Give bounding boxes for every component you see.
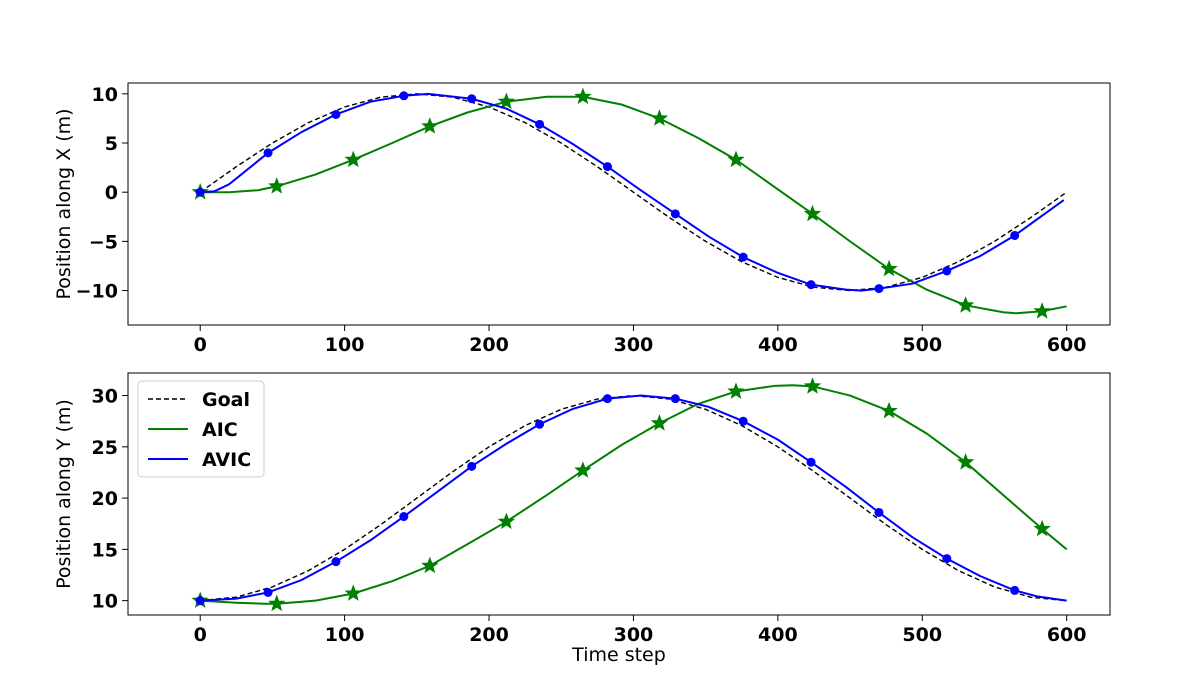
data-point-star bbox=[574, 87, 592, 105]
series-line-avic bbox=[200, 92, 1065, 292]
y-tick-label: −5 bbox=[89, 231, 118, 253]
data-point-circle bbox=[1010, 585, 1020, 595]
x-tick-label: 200 bbox=[469, 624, 509, 646]
data-point-circle bbox=[738, 252, 748, 262]
data-point-circle bbox=[195, 187, 205, 197]
data-point-circle bbox=[195, 596, 205, 606]
data-point-circle bbox=[535, 119, 545, 129]
x-tick-label: 600 bbox=[1047, 334, 1087, 356]
data-point-star bbox=[268, 594, 286, 612]
data-point-star bbox=[1033, 519, 1051, 537]
chart-y-position: 0 100 200 300 400 500 600 30 25 20 15 10 Position al… bbox=[53, 372, 1111, 666]
data-point-star bbox=[803, 377, 822, 394]
y-tick-label: 10 bbox=[92, 591, 118, 613]
data-point-star bbox=[956, 296, 975, 313]
x-tick-label: 0 bbox=[194, 624, 207, 646]
x-tick-label: 400 bbox=[758, 624, 798, 646]
x-tick-label: 300 bbox=[614, 334, 654, 356]
series-line-aic bbox=[200, 384, 1068, 605]
series-line-aic bbox=[200, 95, 1067, 315]
data-point-circle bbox=[331, 557, 341, 567]
data-point-circle bbox=[670, 209, 680, 219]
data-point-star bbox=[880, 259, 898, 277]
x-tick-label: 600 bbox=[1047, 624, 1087, 646]
legend-label-goal: Goal bbox=[202, 389, 250, 411]
series-line-goal bbox=[200, 394, 1067, 602]
data-point-star bbox=[650, 414, 669, 431]
data-point-circle bbox=[1010, 230, 1020, 240]
x-tick-label: 300 bbox=[614, 624, 654, 646]
data-point-star bbox=[1033, 302, 1051, 319]
data-point-circle bbox=[467, 94, 477, 104]
data-point-circle bbox=[602, 394, 612, 404]
y-tick-label: 30 bbox=[92, 386, 118, 408]
y-tick-label: 20 bbox=[92, 488, 118, 510]
x-tick-label: 400 bbox=[758, 334, 798, 356]
data-point-circle bbox=[874, 284, 884, 294]
y-tick-label: 10 bbox=[92, 84, 118, 106]
series-line-avic bbox=[200, 394, 1067, 602]
data-point-circle bbox=[670, 394, 680, 404]
data-point-star bbox=[421, 117, 439, 134]
data-point-circle bbox=[602, 162, 612, 172]
data-point-circle bbox=[263, 587, 273, 597]
y-tick-label: 25 bbox=[92, 437, 118, 459]
data-point-circle bbox=[399, 91, 409, 101]
x-tick-label: 100 bbox=[325, 334, 365, 356]
data-point-star bbox=[497, 92, 516, 110]
y-axis-label: Position along X (m) bbox=[53, 108, 75, 299]
data-point-star bbox=[650, 109, 669, 126]
data-point-circle bbox=[467, 461, 477, 471]
x-axis-label: Time step bbox=[571, 644, 666, 666]
data-point-star bbox=[268, 177, 286, 194]
data-point-star bbox=[727, 382, 745, 399]
data-point-circle bbox=[738, 416, 748, 426]
y-tick-label: 15 bbox=[92, 539, 118, 561]
y-tick-label: 5 bbox=[105, 133, 118, 155]
plot-frame bbox=[127, 82, 1111, 326]
data-point-star bbox=[956, 453, 975, 470]
data-point-circle bbox=[263, 148, 273, 158]
legend-label-avic: AVIC bbox=[202, 449, 251, 471]
data-point-star bbox=[880, 401, 898, 419]
data-point-circle bbox=[942, 554, 952, 564]
data-point-star bbox=[344, 584, 362, 601]
legend bbox=[137, 380, 265, 478]
data-point-circle bbox=[806, 457, 816, 467]
data-point-star bbox=[574, 461, 592, 478]
data-point-star bbox=[497, 512, 516, 530]
data-point-circle bbox=[942, 266, 952, 276]
data-point-star bbox=[727, 150, 745, 168]
data-point-circle bbox=[399, 512, 409, 522]
plot-frame bbox=[127, 372, 1111, 616]
data-point-circle bbox=[535, 419, 545, 429]
x-tick-label: 200 bbox=[469, 334, 509, 356]
x-tick-label: 500 bbox=[902, 334, 942, 356]
data-point-circle bbox=[874, 507, 884, 517]
x-tick-label: 0 bbox=[194, 334, 207, 356]
data-point-star bbox=[421, 556, 439, 574]
data-point-circle bbox=[331, 109, 341, 119]
y-tick-label: −10 bbox=[76, 281, 118, 303]
x-tick-label: 500 bbox=[902, 624, 942, 646]
data-point-circle bbox=[806, 280, 816, 290]
data-point-star bbox=[803, 204, 822, 222]
legend-label-aic: AIC bbox=[202, 419, 238, 441]
x-tick-label: 100 bbox=[325, 624, 365, 646]
series-line-goal bbox=[199, 93, 1068, 292]
y-axis-label: Position along Y (m) bbox=[53, 399, 75, 589]
y-tick-label: 0 bbox=[105, 182, 118, 204]
data-point-star bbox=[344, 150, 362, 168]
